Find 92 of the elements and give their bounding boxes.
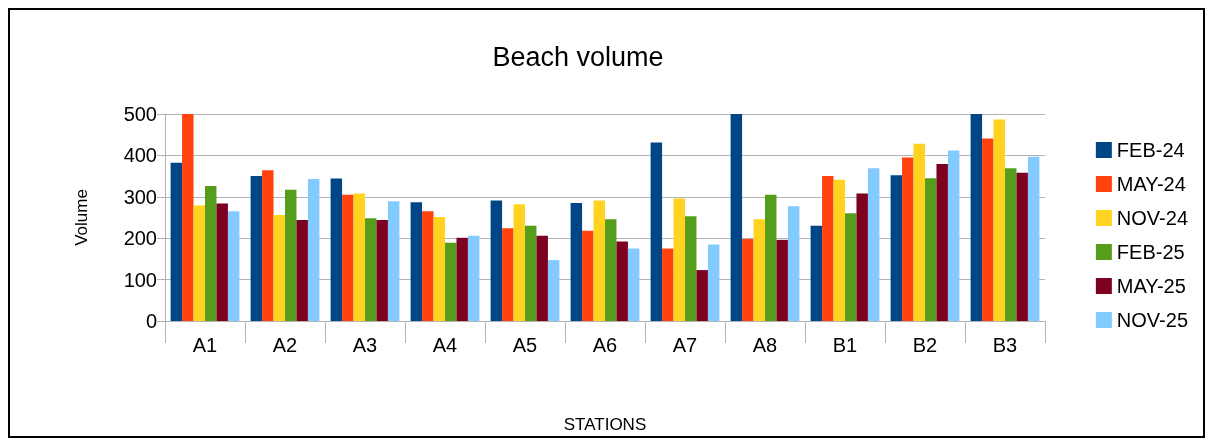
bar xyxy=(296,219,308,321)
x-tick-label: A6 xyxy=(592,334,618,356)
bar xyxy=(182,114,194,321)
x-axis-title: STATIONS xyxy=(563,415,647,434)
bar xyxy=(730,114,743,321)
bar xyxy=(502,228,514,321)
bar xyxy=(650,142,663,321)
bar xyxy=(627,248,640,321)
bar xyxy=(696,270,708,321)
bar xyxy=(193,205,205,321)
bar xyxy=(890,175,903,321)
legend-label: FEB-24 xyxy=(1116,139,1185,161)
x-tick-label: A3 xyxy=(352,334,378,356)
bar xyxy=(707,244,720,321)
x-tick-label: B3 xyxy=(992,334,1018,356)
bar xyxy=(753,219,765,321)
y-tick-label: 300 xyxy=(123,185,157,208)
legend-label: NOV-24 xyxy=(1116,207,1189,229)
bar xyxy=(525,225,537,321)
bar xyxy=(365,218,377,321)
bar xyxy=(1027,156,1040,321)
chart-title: Beach volume xyxy=(492,41,664,72)
bar xyxy=(993,119,1005,321)
bar xyxy=(376,219,388,321)
bar xyxy=(1016,172,1028,321)
bar xyxy=(445,242,457,321)
bar xyxy=(433,217,445,321)
bar xyxy=(490,200,503,321)
bar xyxy=(685,216,697,321)
bar xyxy=(570,203,583,321)
bar xyxy=(410,202,423,321)
bar xyxy=(216,203,228,321)
bar xyxy=(867,168,880,321)
bar xyxy=(422,211,434,321)
y-axis-title: Volume xyxy=(72,189,91,246)
bar xyxy=(787,206,800,321)
bar xyxy=(456,237,468,321)
bar xyxy=(353,193,365,321)
x-tick-label: A4 xyxy=(432,334,458,356)
x-tick-label: B1 xyxy=(832,334,858,356)
x-tick-label: A2 xyxy=(272,334,298,356)
bar xyxy=(822,176,834,321)
y-tick-label: 400 xyxy=(123,144,157,167)
bar xyxy=(845,213,857,321)
bar xyxy=(273,215,285,321)
bar xyxy=(467,235,480,321)
bar xyxy=(1005,168,1017,321)
bar xyxy=(776,239,788,321)
bar xyxy=(250,176,263,321)
bar xyxy=(902,157,914,321)
bar xyxy=(673,198,685,321)
y-tick-label: 500 xyxy=(123,103,157,125)
bar xyxy=(662,248,674,321)
bar xyxy=(605,219,617,321)
bar xyxy=(970,114,983,321)
bar xyxy=(513,204,525,321)
bar xyxy=(536,235,548,321)
x-tick-label: A7 xyxy=(672,334,698,356)
bar xyxy=(262,170,274,321)
bar xyxy=(913,143,925,321)
bar xyxy=(982,138,994,321)
bar xyxy=(547,260,560,321)
y-tick-label: 200 xyxy=(123,227,157,250)
bar xyxy=(833,179,845,321)
bar xyxy=(925,178,937,321)
legend-label: FEB-25 xyxy=(1116,241,1185,263)
bar xyxy=(616,241,628,321)
bar xyxy=(330,178,343,321)
bar xyxy=(285,189,297,321)
bar xyxy=(205,186,217,321)
bar xyxy=(342,194,354,321)
x-tick-label: A1 xyxy=(192,334,218,356)
legend-label: MAY-25 xyxy=(1116,275,1186,297)
bar xyxy=(936,164,948,321)
bar xyxy=(765,194,777,321)
y-tick-label: 0 xyxy=(145,310,157,332)
x-tick-label: A8 xyxy=(752,334,778,356)
bar xyxy=(810,225,823,321)
x-tick-label: B2 xyxy=(912,334,938,356)
bar xyxy=(227,211,240,321)
bar xyxy=(856,193,868,321)
bar xyxy=(593,200,605,321)
bar xyxy=(307,179,320,321)
bar xyxy=(387,201,400,321)
bar xyxy=(742,239,754,321)
y-tick-label: 100 xyxy=(123,268,157,291)
bar xyxy=(582,230,594,321)
bar xyxy=(947,150,960,321)
x-tick-label: A5 xyxy=(512,334,538,356)
bar xyxy=(170,162,183,321)
legend-label: MAY-24 xyxy=(1116,173,1186,195)
legend-label: NOV-25 xyxy=(1116,309,1189,331)
